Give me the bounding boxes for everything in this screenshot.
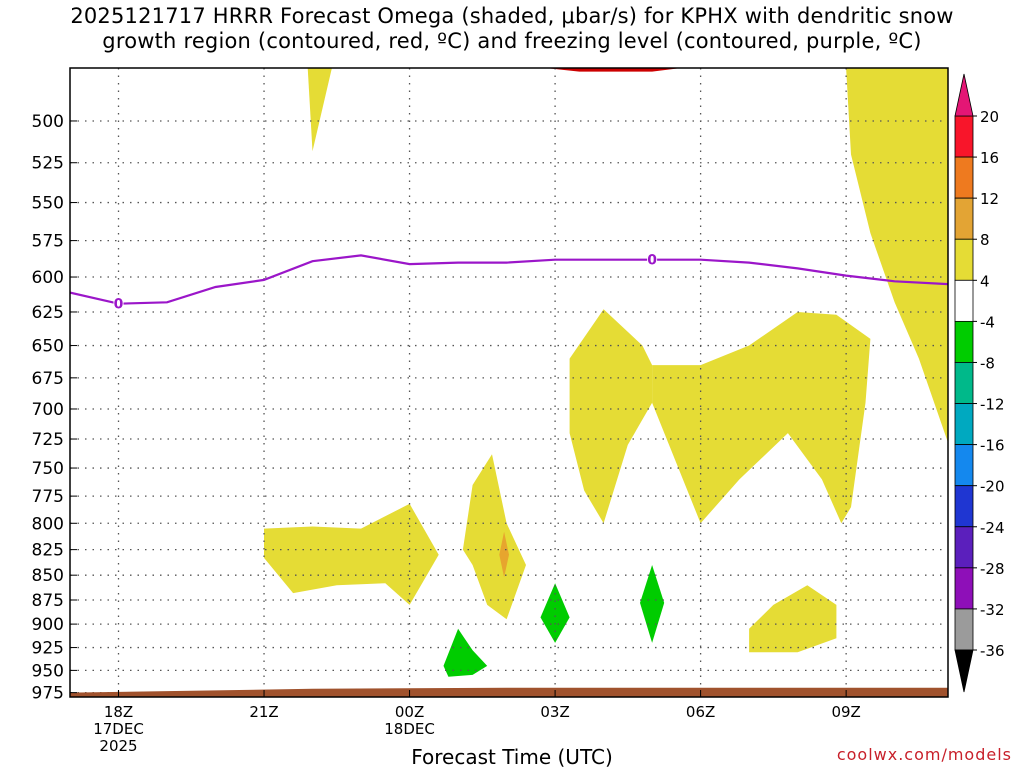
y-tick-label-575: 575	[32, 232, 64, 252]
colorbar-label-12: 12	[980, 190, 999, 208]
omega-region-2	[569, 309, 653, 524]
chart-title-line1: 2025121717 HRRR Forecast Omega (shaded, …	[70, 4, 954, 28]
plot-frame	[69, 67, 949, 698]
ground-surface	[70, 687, 948, 697]
colorbar-bottom-arrow	[954, 649, 974, 693]
chart-title: 2025121717 HRRR Forecast Omega (shaded, …	[0, 4, 1024, 54]
x-tick-label-09Z: 09Z	[831, 703, 860, 721]
omega-region-6	[749, 585, 837, 653]
y-tick-label-525: 525	[32, 154, 64, 174]
freezing-level-line	[70, 254, 948, 305]
x-tick-label-06Z: 06Z	[686, 703, 715, 721]
y-tick-label-850: 850	[32, 566, 64, 586]
axes: 500 525 550 575 600 625 650 675 700 725 750 775 800 8…	[32, 67, 949, 755]
colorbar-label--12: -12	[980, 396, 1005, 414]
colorbar: 20 16 12 8 4 -4 -8 -12 -16 -20 -24 -28 -32 -36	[954, 73, 1005, 693]
y-tick-label-625: 625	[32, 303, 64, 323]
plot-clip: 00	[70, 68, 948, 697]
y-tick-label-500: 500	[32, 112, 64, 132]
freezing-level-label-0: 0	[114, 297, 124, 313]
x-tick-label-18DEC: 18DEC	[384, 720, 435, 738]
omega-region-8	[443, 628, 488, 677]
y-tick-label-825: 825	[32, 541, 64, 561]
y-tick-label-725: 725	[32, 430, 64, 450]
colorbar-label-16: 16	[980, 149, 999, 167]
chart-title-line2: growth region (contoured, red, ºC) and f…	[102, 29, 922, 53]
colorbar-label-20: 20	[980, 108, 999, 126]
y-tick-label-675: 675	[32, 369, 64, 389]
colorbar-label-8: 8	[980, 231, 990, 249]
colorbar-segment-8	[954, 444, 974, 487]
y-tick-label-550: 550	[32, 194, 64, 214]
y-tick-label-800: 800	[32, 514, 64, 534]
colorbar-segment-3	[954, 238, 974, 281]
omega-region-1	[846, 68, 948, 443]
x-tick-label-2025: 2025	[99, 737, 137, 755]
x-axis-label: Forecast Time (UTC)	[411, 745, 613, 769]
omega-region-5	[462, 454, 526, 620]
colorbar-label--36: -36	[980, 642, 1005, 660]
omega-region-0	[307, 68, 332, 152]
omega-region-9	[540, 583, 570, 643]
freezing-level-label-bg	[647, 251, 658, 268]
freezing-level-label-bg	[113, 295, 124, 312]
omega-region-4	[264, 503, 439, 605]
omega-region-7	[499, 531, 509, 578]
colorbar-segment-10	[954, 526, 974, 569]
x-tick-label-17DEC: 17DEC	[93, 720, 144, 738]
y-tick-label-600: 600	[32, 268, 64, 288]
colorbar-label--20: -20	[980, 478, 1005, 496]
credit-link[interactable]: coolwx.com/models	[836, 745, 1012, 764]
y-tick-label-650: 650	[32, 337, 64, 357]
plot-area: 00	[70, 68, 948, 697]
colorbar-segment-0	[954, 115, 974, 158]
colorbar-label--28: -28	[980, 560, 1005, 578]
x-tick-label-21Z: 21Z	[249, 703, 278, 721]
y-tick-label-925: 925	[32, 639, 64, 659]
colorbar-label--16: -16	[980, 437, 1005, 455]
y-tick-label-875: 875	[32, 591, 64, 611]
colorbar-label--4: -4	[980, 313, 995, 331]
y-tick-label-900: 900	[32, 615, 64, 635]
colorbar-top-arrow	[954, 73, 974, 117]
y-tick-label-775: 775	[32, 487, 64, 507]
y-tick-label-950: 950	[32, 661, 64, 681]
colorbar-label-4: 4	[980, 272, 990, 290]
freezing-level-label-1: 0	[647, 253, 657, 269]
colorbar-segment-4	[954, 279, 974, 322]
colorbar-segment-6	[954, 362, 974, 404]
colorbar-label--32: -32	[980, 601, 1005, 619]
colorbar-segment-2	[954, 197, 974, 240]
colorbar-segment-7	[954, 403, 974, 446]
x-tick-label-00Z: 00Z	[395, 703, 424, 721]
colorbar-segment-11	[954, 567, 974, 610]
x-tick-label-03Z: 03Z	[540, 703, 569, 721]
colorbar-segment-5	[954, 320, 974, 363]
colorbar-segment-9	[954, 485, 974, 528]
omega-region-10	[640, 565, 665, 643]
y-tick-label-975: 975	[32, 684, 64, 704]
x-tick-label-18Z: 18Z	[104, 703, 133, 721]
y-tick-label-700: 700	[32, 400, 64, 420]
colorbar-segment-1	[954, 156, 974, 199]
colorbar-label--24: -24	[980, 519, 1005, 537]
y-tick-label-750: 750	[32, 459, 64, 479]
colorbar-label--8: -8	[980, 354, 995, 372]
omega-region-11	[545, 68, 682, 72]
omega-region-3	[652, 312, 871, 524]
colorbar-segment-12	[954, 608, 974, 651]
